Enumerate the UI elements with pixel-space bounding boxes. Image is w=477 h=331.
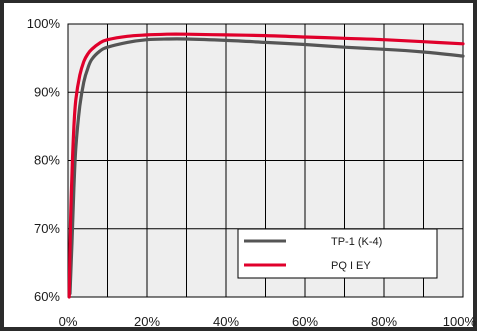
x-axis: 0% 20% 40% 60% 80% 100%: [59, 314, 477, 329]
curves: [67, 32, 465, 299]
y-tick-label: 60%: [34, 289, 60, 304]
x-tick-label: 80%: [371, 314, 397, 329]
x-tick-label: 60%: [292, 314, 318, 329]
legend-box: [237, 228, 438, 279]
y-tick-label: 90%: [34, 84, 60, 99]
legend-label-series-2: PQ I EY: [331, 260, 371, 272]
y-tick-label: 80%: [34, 153, 60, 168]
y-axis: 60% 70% 80% 90% 100%: [27, 16, 61, 304]
x-tick-label: 100%: [443, 314, 477, 329]
x-tick-label: 0%: [59, 314, 78, 329]
series-line-2: [67, 32, 465, 299]
y-tick-label: 70%: [34, 221, 60, 236]
x-tick-label: 40%: [213, 314, 239, 329]
series-line-1: [68, 37, 465, 296]
legend-label-series-1: TP-1 (K-4): [331, 236, 382, 248]
legend: TP-1 (K-4) PQ I EY: [237, 228, 438, 279]
x-tick-label: 20%: [134, 314, 160, 329]
y-tick-label: 100%: [27, 16, 61, 31]
